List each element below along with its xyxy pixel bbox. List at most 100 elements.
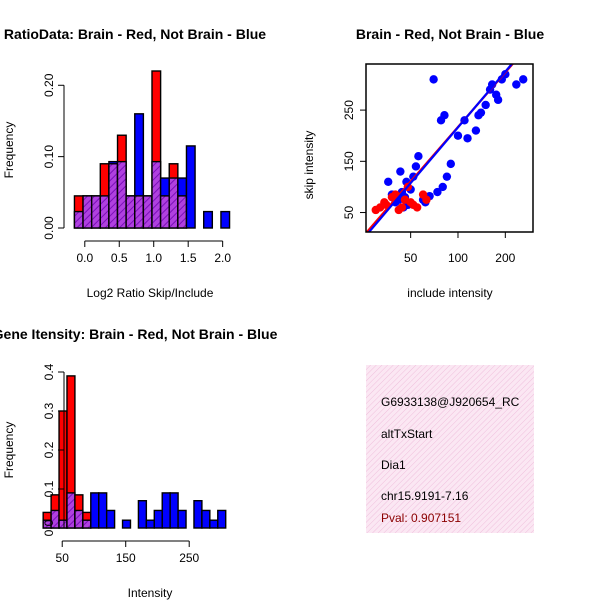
ratio-histogram-bar-overlap	[108, 163, 119, 229]
intensity-scatter-point-not-brain	[442, 172, 452, 181]
ratio-histogram-bar-not-brain	[203, 210, 214, 229]
gene-intensity-histogram-bar-not-brain	[161, 492, 171, 529]
ratio-histogram-y-tick-label: 0.20	[42, 73, 56, 97]
info-panel-background	[366, 365, 534, 533]
intensity-scatter-point-not-brain	[453, 131, 463, 140]
gene-intensity-histogram-bar-brain	[58, 410, 68, 529]
intensity-scatter-point-brain	[422, 195, 431, 204]
gene-intensity-histogram-bar-overlap	[66, 492, 76, 529]
info-panel-pval: Pval: 0.907151	[381, 511, 461, 525]
ratio-histogram-y-tick-label: 0.10	[42, 145, 56, 169]
gene-intensity-histogram-bar-not-brain	[105, 509, 116, 529]
gene-intensity-histogram-x-tick-label: 50	[56, 551, 70, 565]
gene-intensity-histogram-bar-not-brain	[98, 492, 108, 529]
intensity-scatter-frame	[365, 63, 534, 233]
ratio-histogram-x-tick-label: 0.0	[76, 251, 93, 265]
gene-intensity-histogram-bar-overlap	[74, 509, 84, 529]
intensity-scatter-point-not-brain	[411, 162, 421, 171]
intensity-scatter-point-not-brain	[429, 75, 438, 84]
intensity-scatter-point-not-brain	[512, 80, 521, 89]
info-panel-location: chr15.9191-7.16	[381, 489, 469, 503]
gene-intensity-histogram-bar-not-brain	[145, 519, 155, 529]
intensity-scatter-point-not-brain	[433, 187, 442, 197]
info-panel: G6933138@J920654_RC altTxStart Dia1 chr1…	[366, 365, 534, 533]
ratio-histogram-title: RatioData: Brain - Red, Not Brain - Blue	[4, 26, 266, 42]
gene-intensity-histogram-bar-not-brain	[169, 492, 179, 529]
intensity-scatter-point-not-brain	[414, 151, 423, 161]
intensity-scatter-point-not-brain	[476, 108, 486, 117]
gene-intensity-histogram-bar-overlap	[58, 519, 68, 529]
intensity-scatter-x-tick-label: 50	[404, 251, 418, 265]
ratio-histogram-bar-overlap	[125, 195, 136, 229]
intensity-scatter-panel: Brain - Red, Not Brain - Blue 50 100 200 50…	[302, 26, 544, 300]
ratio-histogram-x-tick-label: 0.5	[111, 251, 128, 265]
gene-intensity-histogram-y-tick-label: 0.2	[42, 441, 56, 458]
intensity-scatter-point-not-brain	[463, 134, 472, 143]
gene-intensity-histogram-bar-overlap	[82, 519, 92, 529]
gene-intensity-histogram-bar-not-brain	[137, 500, 148, 529]
intensity-scatter-y-tick-label: 50	[342, 206, 356, 220]
intensity-scatter-ylabel: skip intensity	[302, 131, 316, 200]
ratio-histogram-panel: RatioData: Brain - Red, Not Brain - Blue…	[2, 26, 266, 300]
gene-intensity-histogram-bar-not-brain	[177, 509, 187, 529]
intensity-scatter-point-not-brain	[481, 100, 490, 110]
ratio-histogram-bar-overlap	[142, 195, 153, 229]
ratio-histogram-x-tick-label: 2.0	[214, 251, 231, 265]
intensity-scatter-fit-not-brain	[367, 64, 513, 232]
gene-intensity-histogram-bar-not-brain	[201, 509, 211, 529]
intensity-scatter-point-brain	[412, 203, 422, 212]
gene-intensity-histogram-title: Gene Itensity: Brain - Red, Not Brain - …	[0, 326, 278, 342]
gene-intensity-histogram-axes: 0.0 0.1 0.2 0.3 0.4 50 150 250	[42, 363, 199, 565]
intensity-scatter-point-not-brain	[446, 159, 455, 169]
intensity-scatter-point-not-brain	[493, 95, 503, 105]
ratio-histogram-axes: 0.00 0.10 0.20 0.0 0.5 1.0 1.5 2.0	[42, 73, 231, 265]
ratio-histogram-bar-overlap	[99, 195, 110, 229]
ratio-histogram-ylabel: Frequency	[2, 122, 16, 179]
intensity-scatter-axes: 50 100 200 50 150 250	[342, 63, 534, 265]
ratio-histogram-bar-overlap	[151, 160, 162, 229]
intensity-scatter-point-not-brain	[438, 182, 447, 192]
info-panel-event-type: altTxStart	[381, 427, 433, 441]
intensity-scatter-title: Brain - Red, Not Brain - Blue	[356, 26, 544, 42]
gene-intensity-histogram-x-tick-label: 150	[116, 551, 136, 565]
ratio-histogram-bar-overlap	[73, 210, 84, 229]
gene-intensity-histogram-y-tick-label: 0.4	[42, 363, 56, 380]
ratio-histogram-bar-overlap	[82, 195, 93, 229]
gene-intensity-histogram-y-tick-label: 0.1	[42, 480, 56, 497]
ratio-histogram-bar-overlap	[159, 195, 170, 229]
intensity-scatter-point-not-brain	[384, 177, 393, 187]
ratio-histogram-bar-overlap	[168, 177, 179, 229]
gene-intensity-histogram-bar-not-brain	[153, 509, 163, 529]
ratio-histogram-bar-overlap	[90, 195, 101, 229]
ratio-histogram-x-tick-label: 1.0	[145, 251, 162, 265]
intensity-scatter-point-brain	[397, 203, 407, 212]
intensity-scatter-point-not-brain	[471, 126, 481, 135]
ratio-histogram-bar-overlap	[134, 195, 145, 229]
ratio-histogram-bar-overlap	[116, 160, 127, 229]
ratio-histogram-x-tick-label: 1.5	[180, 251, 197, 265]
gene-intensity-histogram-y-tick-label: 0.3	[42, 402, 56, 419]
ratio-histogram-xlabel: Log2 Ratio Skip/Include	[87, 286, 214, 300]
gene-intensity-histogram-bars	[42, 375, 227, 529]
intensity-scatter-point-not-brain	[519, 75, 528, 84]
intensity-scatter-marks	[366, 64, 528, 232]
intensity-scatter-plot-area	[366, 64, 528, 232]
gene-intensity-histogram-xlabel: Intensity	[128, 586, 173, 600]
intensity-scatter-x-tick-label: 100	[448, 251, 468, 265]
gene-intensity-histogram-bar-not-brain	[209, 519, 219, 529]
intensity-scatter-x-tick-label: 200	[495, 251, 515, 265]
gene-intensity-histogram-panel: Gene Itensity: Brain - Red, Not Brain - …	[0, 326, 278, 600]
gene-intensity-histogram-bar-not-brain	[217, 509, 227, 529]
ratio-histogram-bar-not-brain	[185, 145, 196, 229]
gene-intensity-histogram-x-tick-label: 250	[179, 551, 199, 565]
intensity-scatter-point-not-brain	[440, 111, 449, 120]
intensity-scatter-y-tick-label: 150	[342, 151, 356, 171]
intensity-scatter-point-not-brain	[396, 167, 405, 176]
intensity-scatter-xlabel: include intensity	[407, 286, 492, 300]
ratio-histogram-y-tick-label: 0.00	[42, 216, 56, 240]
ratio-histogram-bar-not-brain	[220, 210, 231, 229]
info-panel-id: G6933138@J920654_RC	[381, 395, 520, 409]
info-panel-gene: Dia1	[381, 458, 406, 472]
ratio-histogram-bars	[73, 70, 231, 229]
